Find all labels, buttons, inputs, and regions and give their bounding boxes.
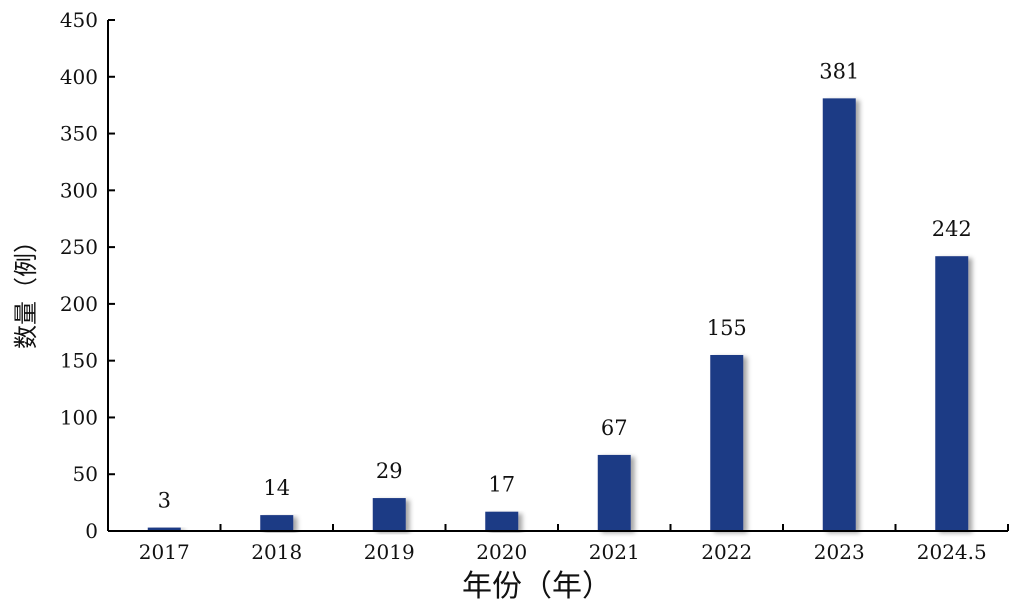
y-tick-label: 200 [60, 292, 98, 316]
data-label-2020: 17 [488, 473, 515, 497]
x-tick-label-2022: 2022 [701, 540, 752, 564]
bar-2023 [822, 98, 856, 531]
x-tick-label-2017: 2017 [139, 540, 190, 564]
bar-2021 [597, 454, 631, 531]
data-label-2018: 14 [263, 476, 290, 500]
y-tick-label: 0 [85, 519, 98, 543]
y-tick-label: 350 [60, 122, 98, 146]
data-labels: 3 14 29 17 67 155 381 242 [158, 59, 972, 512]
y-axis-ticks: 0 50 100 150 200 250 300 350 400 450 [60, 8, 115, 543]
y-tick-label: 250 [60, 235, 98, 259]
bar-2018 [260, 515, 294, 531]
x-tick-label-2024.5: 2024.5 [917, 540, 987, 564]
y-tick-label: 450 [60, 8, 98, 32]
data-label-2023: 381 [819, 59, 859, 83]
x-tick-label-2018: 2018 [251, 540, 302, 564]
data-label-2024.5: 242 [932, 217, 972, 241]
y-tick-label: 100 [60, 405, 98, 429]
y-tick-label: 150 [60, 349, 98, 373]
bar-2020 [485, 511, 519, 531]
y-tick-label: 300 [60, 178, 98, 202]
data-label-2017: 3 [158, 489, 171, 513]
y-tick-label: 50 [73, 462, 98, 486]
data-label-2022: 155 [707, 316, 747, 340]
bar-2024.5 [935, 256, 969, 531]
x-tick-label-2023: 2023 [814, 540, 865, 564]
x-axis-ticks: 2017 2018 2019 2020 2021 2022 2023 2024.5 [139, 524, 1009, 564]
bar-2019 [372, 498, 406, 531]
x-tick-label-2020: 2020 [476, 540, 527, 564]
data-label-2019: 29 [376, 459, 403, 483]
x-tick-label-2019: 2019 [364, 540, 415, 564]
x-tick-label-2021: 2021 [589, 540, 640, 564]
y-axis-title: 数量（例） [12, 229, 40, 349]
bars [147, 98, 969, 531]
bar-2022 [710, 354, 744, 531]
x-axis-title: 年份（年） [462, 569, 612, 604]
data-label-2021: 67 [601, 416, 628, 440]
y-tick-label: 400 [60, 65, 98, 89]
bar-2017 [147, 527, 181, 531]
